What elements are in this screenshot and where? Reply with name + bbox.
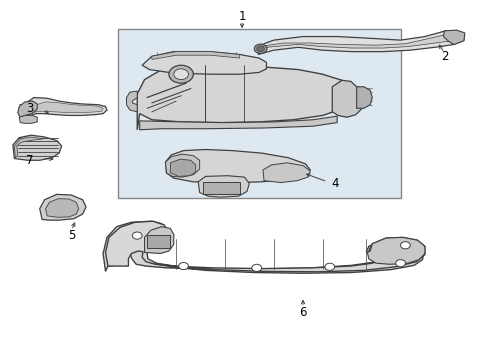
Bar (118, 30, 400, 198)
Circle shape (173, 69, 188, 80)
Polygon shape (144, 226, 173, 253)
Polygon shape (142, 51, 266, 74)
Polygon shape (45, 199, 79, 217)
Circle shape (395, 260, 405, 267)
Polygon shape (152, 51, 239, 59)
Text: 2: 2 (440, 50, 447, 63)
Circle shape (168, 65, 193, 83)
Polygon shape (30, 102, 103, 113)
Text: 5: 5 (67, 229, 75, 242)
Bar (147, 234, 170, 248)
Polygon shape (266, 34, 458, 48)
Polygon shape (140, 116, 336, 130)
Polygon shape (366, 237, 424, 264)
Polygon shape (198, 176, 249, 197)
Polygon shape (263, 163, 310, 183)
Circle shape (132, 232, 142, 239)
Polygon shape (137, 65, 350, 130)
Polygon shape (14, 137, 43, 158)
Text: 7: 7 (26, 154, 34, 167)
Circle shape (256, 46, 264, 51)
Text: 4: 4 (330, 177, 338, 190)
Circle shape (254, 44, 266, 53)
Bar (203, 182, 239, 194)
Polygon shape (22, 98, 107, 116)
Polygon shape (356, 87, 371, 108)
Polygon shape (13, 135, 61, 160)
Polygon shape (165, 149, 310, 183)
Polygon shape (170, 159, 195, 176)
Polygon shape (18, 101, 37, 117)
Polygon shape (443, 30, 464, 44)
Polygon shape (126, 91, 137, 112)
Circle shape (251, 264, 261, 271)
Polygon shape (19, 116, 37, 123)
Text: 1: 1 (238, 10, 245, 23)
Polygon shape (40, 194, 86, 220)
Polygon shape (165, 154, 199, 177)
Circle shape (400, 242, 409, 249)
Circle shape (325, 263, 334, 270)
Polygon shape (103, 221, 423, 273)
Text: 6: 6 (299, 306, 306, 319)
Circle shape (178, 262, 188, 270)
Polygon shape (105, 221, 424, 272)
Polygon shape (331, 80, 363, 117)
Polygon shape (258, 31, 463, 54)
Text: 3: 3 (26, 102, 34, 115)
